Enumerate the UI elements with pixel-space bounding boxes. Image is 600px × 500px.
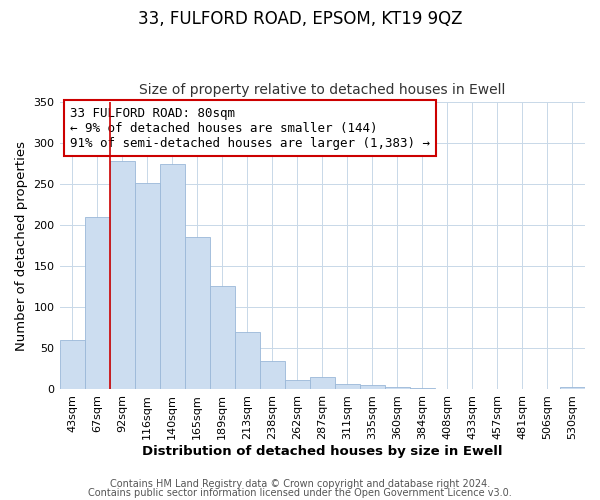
Bar (235, 332, 260, 389)
Bar (185, 236, 209, 389)
Bar (335, 384, 360, 389)
Text: 33 FULFORD ROAD: 80sqm
← 9% of detached houses are smaller (144)
91% of semi-det: 33 FULFORD ROAD: 80sqm ← 9% of detached … (70, 106, 430, 150)
Bar (560, 388, 585, 389)
X-axis label: Distribution of detached houses by size in Ewell: Distribution of detached houses by size … (142, 444, 503, 458)
Text: 33, FULFORD ROAD, EPSOM, KT19 9QZ: 33, FULFORD ROAD, EPSOM, KT19 9QZ (138, 10, 462, 28)
Text: Contains public sector information licensed under the Open Government Licence v3: Contains public sector information licen… (88, 488, 512, 498)
Bar (160, 164, 185, 389)
Title: Size of property relative to detached houses in Ewell: Size of property relative to detached ho… (139, 83, 505, 97)
Bar (385, 386, 410, 389)
Bar (310, 378, 335, 389)
Bar (360, 385, 385, 389)
Bar (260, 361, 285, 389)
Bar (85, 217, 110, 389)
Bar (110, 162, 134, 389)
Bar (285, 380, 310, 389)
Text: Contains HM Land Registry data © Crown copyright and database right 2024.: Contains HM Land Registry data © Crown c… (110, 479, 490, 489)
Y-axis label: Number of detached properties: Number of detached properties (15, 140, 28, 350)
Bar (209, 286, 235, 389)
Bar (410, 388, 435, 389)
Bar (134, 182, 160, 389)
Bar (59, 340, 85, 389)
